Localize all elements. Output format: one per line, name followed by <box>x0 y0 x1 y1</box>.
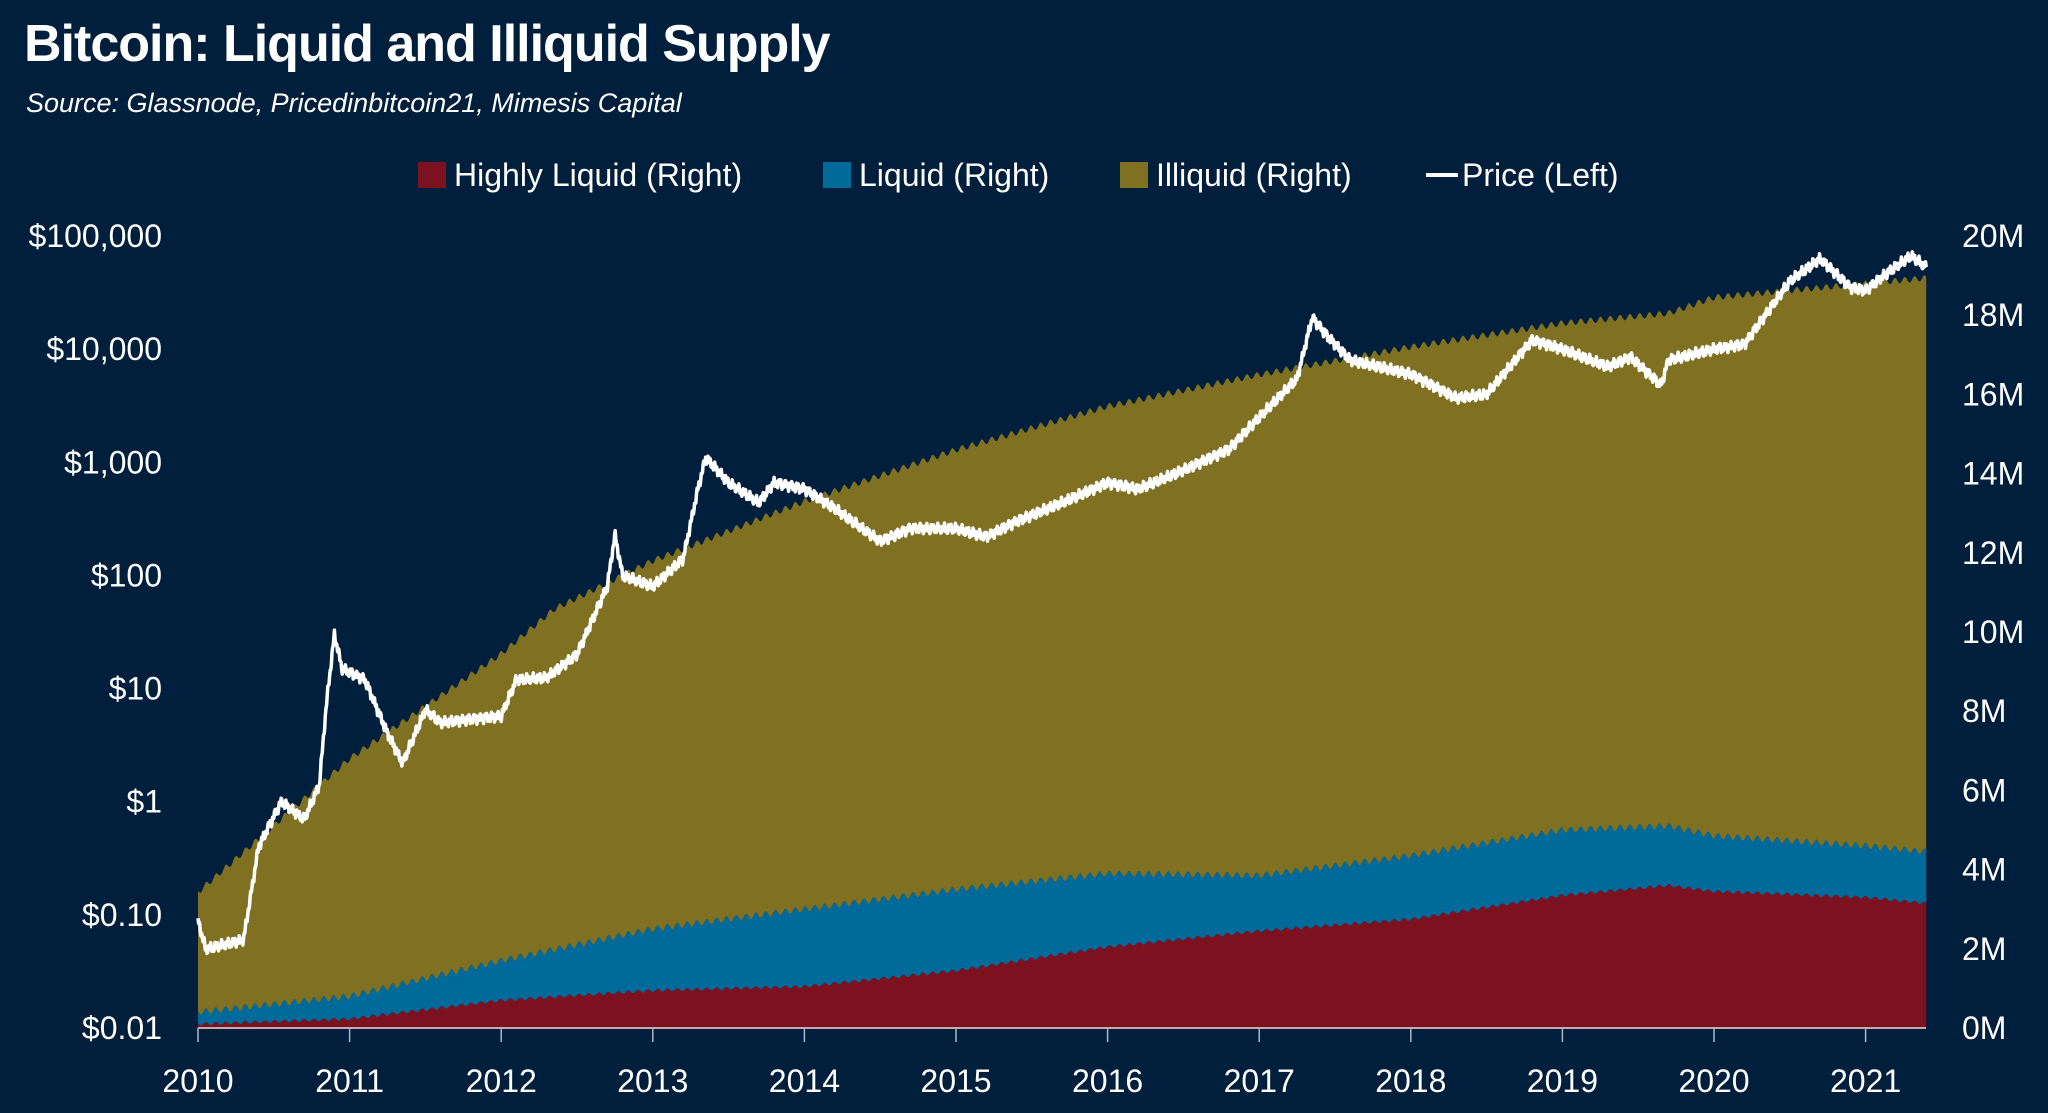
x-tick-label: 2014 <box>769 1063 840 1099</box>
left-axis-label: $0.10 <box>82 897 162 933</box>
left-axis-label: $100 <box>91 557 162 593</box>
legend-highly-liquid: Highly Liquid (Right) <box>454 157 742 193</box>
x-tick-label: 2015 <box>920 1063 991 1099</box>
legend-highly-liquid-swatch <box>418 162 446 188</box>
left-axis-label: $1,000 <box>64 444 162 480</box>
left-axis-label: $1 <box>126 784 162 820</box>
right-axis-label: 2M <box>1962 931 2006 967</box>
left-axis-label: $10 <box>109 671 162 707</box>
price-line <box>196 250 1928 956</box>
left-axis-label: $0.01 <box>82 1010 162 1046</box>
x-tick-label: 2010 <box>162 1063 233 1099</box>
legend-price: Price (Left) <box>1462 157 1618 193</box>
x-tick-label: 2013 <box>617 1063 688 1099</box>
x-tick-label: 2018 <box>1375 1063 1446 1099</box>
legend-illiquid-swatch <box>1120 162 1148 188</box>
x-tick-label: 2016 <box>1072 1063 1143 1099</box>
legend-liquid: Liquid (Right) <box>859 157 1049 193</box>
x-tick-label: 2020 <box>1678 1063 1749 1099</box>
right-axis-label: 10M <box>1962 614 2024 650</box>
left-axis-label: $100,000 <box>29 218 162 254</box>
area-liquid <box>198 823 1927 1026</box>
x-tick-label: 2019 <box>1527 1063 1598 1099</box>
right-axis-label: 14M <box>1962 456 2024 492</box>
x-tick-label: 2011 <box>315 1063 384 1099</box>
right-axis-label: 18M <box>1962 297 2024 333</box>
right-axis-label: 8M <box>1962 693 2006 729</box>
x-tick-label: 2012 <box>466 1063 537 1099</box>
right-axis-label: 12M <box>1962 535 2024 571</box>
left-axis-label: $10,000 <box>46 331 162 367</box>
area-highly-liquid <box>198 884 1927 1028</box>
right-axis-label: 4M <box>1962 852 2006 888</box>
x-tick-label: 2017 <box>1224 1063 1295 1099</box>
right-axis-label: 20M <box>1962 218 2024 254</box>
area-illiquid <box>198 275 1927 1015</box>
right-axis-label: 6M <box>1962 772 2006 808</box>
legend-liquid-swatch <box>823 162 851 188</box>
x-tick-label: 2021 <box>1830 1063 1901 1099</box>
legend-illiquid: Illiquid (Right) <box>1156 157 1352 193</box>
chart-title: Bitcoin: Liquid and Illiquid Supply <box>24 15 831 73</box>
chart-source: Source: Glassnode, Pricedinbitcoin21, Mi… <box>26 88 682 118</box>
right-axis-label: 0M <box>1962 1010 2006 1046</box>
right-axis-label: 16M <box>1962 376 2024 412</box>
